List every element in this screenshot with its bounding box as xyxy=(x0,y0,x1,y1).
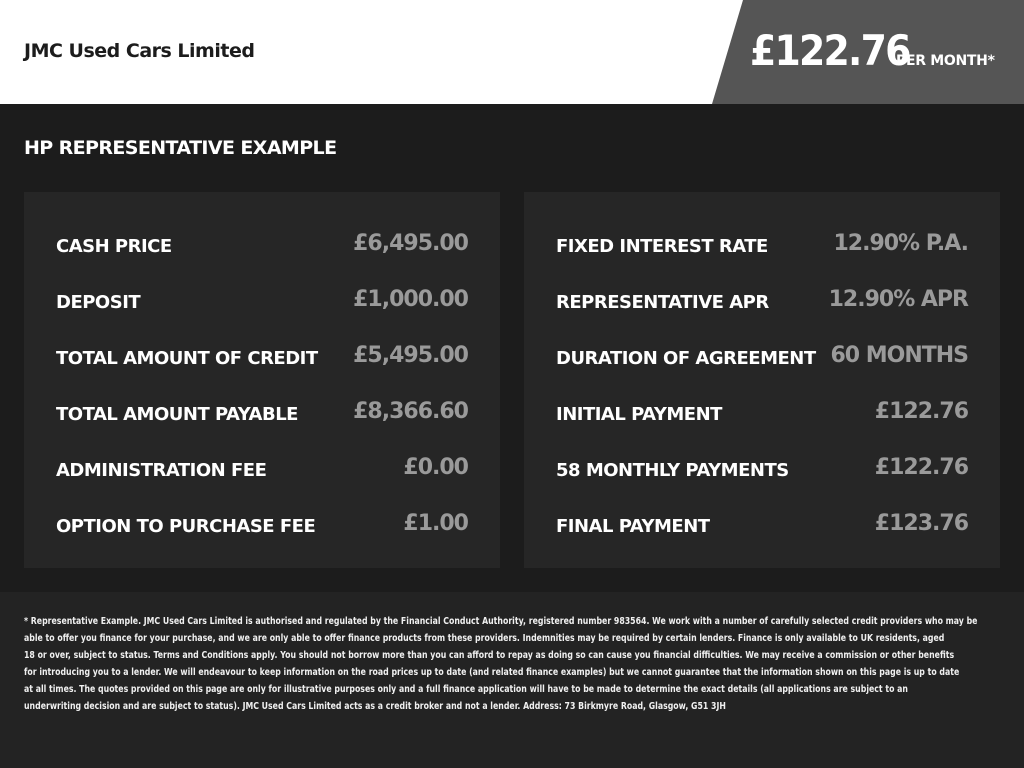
finance-label: FINAL PAYMENT xyxy=(556,515,710,537)
disclaimer-line: for introducing you to a lender. We will… xyxy=(24,667,960,678)
disclaimer-line: at all times. The quotes provided on thi… xyxy=(24,684,908,695)
finance-label: DEPOSIT xyxy=(56,291,141,313)
finance-value: £1,000.00 xyxy=(353,286,469,312)
per-month-label: PER MONTH* xyxy=(896,53,995,69)
dealer-name: JMC Used Cars Limited xyxy=(24,40,255,62)
finance-value: £122.76 xyxy=(874,398,969,424)
finance-value: £5,495.00 xyxy=(353,342,469,368)
finance-label: TOTAL AMOUNT OF CREDIT xyxy=(56,347,318,369)
monthly-price-box xyxy=(712,0,1024,104)
finance-label: FIXED INTEREST RATE xyxy=(556,235,768,257)
finance-row: FIXED INTEREST RATE 12.90% P.A. xyxy=(556,228,969,258)
finance-label: CASH PRICE xyxy=(56,235,172,257)
disclaimer-line: able to offer you finance for your purch… xyxy=(24,633,945,644)
finance-row: ADMINISTRATION FEE £0.00 xyxy=(56,452,469,482)
finance-label: OPTION TO PURCHASE FEE xyxy=(56,515,316,537)
finance-row: OPTION TO PURCHASE FEE £1.00 xyxy=(56,508,469,538)
finance-label: DURATION OF AGREEMENT xyxy=(556,347,816,369)
finance-value: £0.00 xyxy=(403,454,469,480)
finance-row: REPRESENTATIVE APR 12.90% APR xyxy=(556,284,969,314)
disclaimer-line: underwriting decision and are subject to… xyxy=(24,701,726,712)
finance-label: INITIAL PAYMENT xyxy=(556,403,722,425)
finance-panel-right: FIXED INTEREST RATE 12.90% P.A. REPRESENTA… xyxy=(524,192,1000,568)
finance-value: £1.00 xyxy=(403,510,469,536)
finance-row: TOTAL AMOUNT OF CREDIT £5,495.00 xyxy=(56,340,469,370)
finance-label: TOTAL AMOUNT PAYABLE xyxy=(56,403,298,425)
disclaimer-line: * Representative Example. JMC Used Cars … xyxy=(24,616,978,627)
finance-panel-left: CASH PRICE £6,495.00 DEPOSIT £1,000.00 TOTAL… xyxy=(24,192,500,568)
disclaimer-line: 18 or over, subject to status. Terms and… xyxy=(24,650,955,661)
finance-row: CASH PRICE £6,495.00 xyxy=(56,228,469,258)
finance-row: FINAL PAYMENT £123.76 xyxy=(556,508,969,538)
monthly-price: £122.76 xyxy=(750,26,911,75)
disclaimer: * Representative Example. JMC Used Cars … xyxy=(0,592,1024,768)
finance-row: DEPOSIT £1,000.00 xyxy=(56,284,469,314)
finance-label: 58 MONTHLY PAYMENTS xyxy=(556,459,789,481)
finance-row: TOTAL AMOUNT PAYABLE £8,366.60 xyxy=(56,396,469,426)
finance-row: INITIAL PAYMENT £122.76 xyxy=(556,396,969,426)
finance-row: 58 MONTHLY PAYMENTS £122.76 xyxy=(556,452,969,482)
finance-value: £8,366.60 xyxy=(353,398,469,424)
finance-value: 12.90% APR xyxy=(828,286,969,312)
finance-value: 12.90% P.A. xyxy=(833,230,969,256)
finance-value: £122.76 xyxy=(874,454,969,480)
finance-label: ADMINISTRATION FEE xyxy=(56,459,267,481)
finance-label: REPRESENTATIVE APR xyxy=(556,291,769,313)
finance-value: £123.76 xyxy=(874,510,969,536)
section-heading: HP REPRESENTATIVE EXAMPLE xyxy=(24,137,337,159)
finance-value: 60 MONTHS xyxy=(830,342,969,368)
finance-value: £6,495.00 xyxy=(353,230,469,256)
finance-row: DURATION OF AGREEMENT 60 MONTHS xyxy=(556,340,969,370)
